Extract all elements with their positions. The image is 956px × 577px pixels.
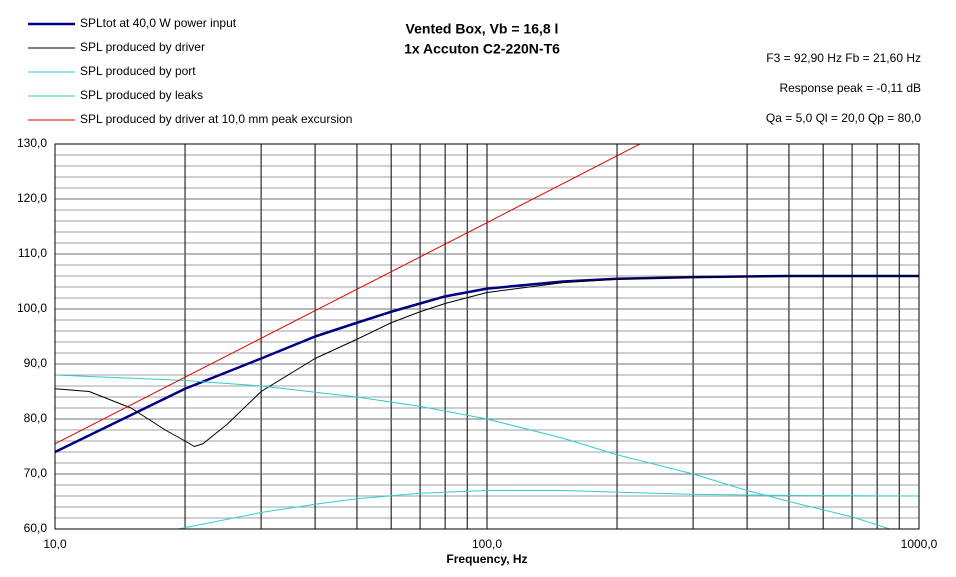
plot-lines: [55, 144, 919, 529]
annotation: Qa = 5,0 Ql = 20,0 Qp = 80,0: [766, 111, 921, 125]
labels: 60,0 70,0 80,0 90,0 100,0 110,0 120,0 130,0 10,0…: [17, 16, 938, 551]
x-tick-label: 1000,0: [901, 537, 938, 551]
x-tick-label: 100,0: [472, 537, 502, 551]
y-tick-label: 90,0: [24, 356, 48, 370]
y-tick-label: 70,0: [24, 466, 48, 480]
series-line: [55, 374, 891, 529]
y-tick-label: 120,0: [17, 191, 47, 205]
y-tick-label: 100,0: [17, 301, 47, 315]
legend-label: SPL produced by port: [80, 64, 196, 78]
grid: [54, 143, 920, 530]
legend-label: SPLtot at 40,0 W power input: [80, 16, 237, 30]
series-line: [55, 275, 919, 447]
x-tick-label: 10,0: [43, 537, 67, 551]
legend-label: SPL produced by leaks: [80, 88, 203, 102]
chart-subtitle: 1x Accuton C2-220N-T6: [404, 41, 560, 57]
annotation: Response peak = -0,11 dB: [779, 81, 921, 95]
x-axis-label: Frequency, Hz: [446, 552, 527, 566]
series-line: [55, 144, 641, 445]
legend-label: SPL produced by driver: [80, 40, 205, 54]
y-tick-label: 130,0: [17, 136, 47, 150]
y-tick-label: 60,0: [24, 521, 48, 535]
chart-title: Vented Box, Vb = 16,8 l: [406, 21, 559, 37]
series-line: [178, 490, 919, 529]
annotation: F3 = 92,90 Hz Fb = 21,60 Hz: [766, 51, 921, 65]
plot-frame: [54, 143, 920, 530]
legend-label: SPL produced by driver at 10,0 mm peak e…: [80, 112, 352, 126]
y-tick-label: 80,0: [24, 411, 48, 425]
y-tick-label: 110,0: [18, 246, 47, 260]
